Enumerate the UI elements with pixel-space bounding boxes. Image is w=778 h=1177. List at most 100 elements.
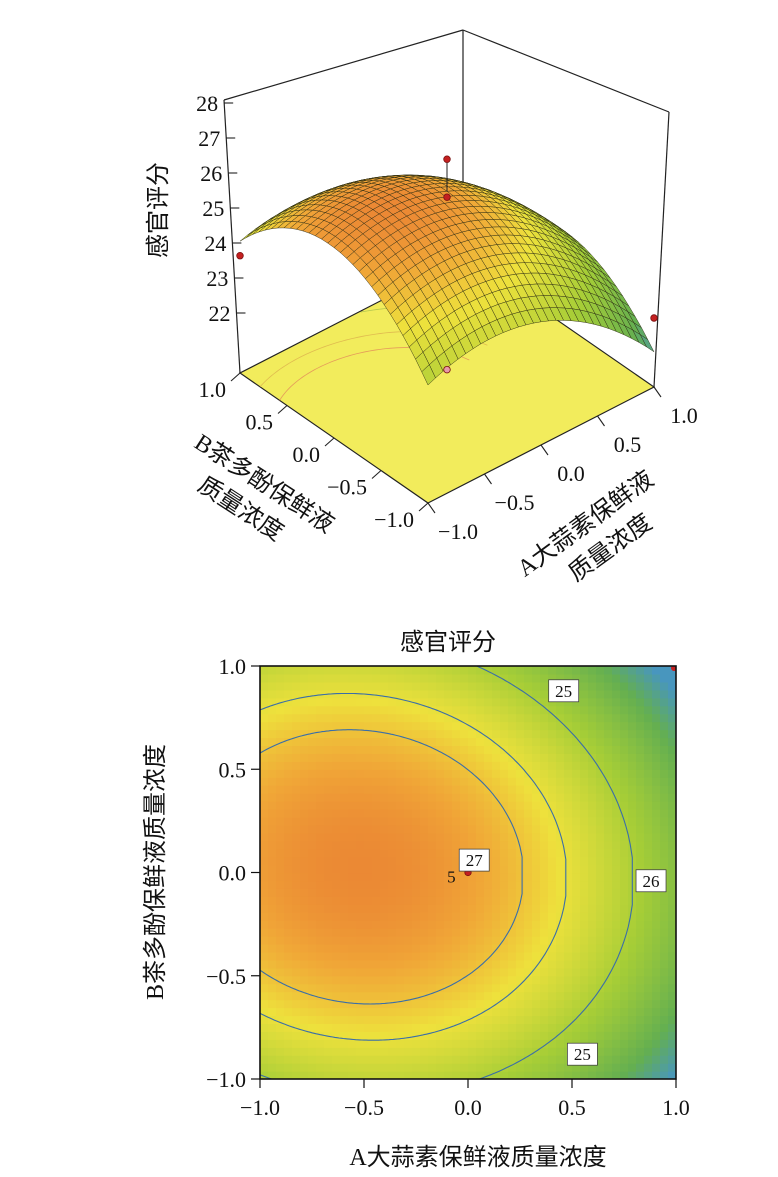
heat-cell xyxy=(300,983,309,993)
heat-cell xyxy=(636,721,645,731)
heat-cell xyxy=(300,920,309,929)
heat-cell xyxy=(428,1071,437,1079)
heat-cell xyxy=(316,880,325,889)
heat-cell xyxy=(412,951,421,961)
heat-cell xyxy=(316,745,325,754)
heat-cell xyxy=(260,999,269,1009)
heat-cell xyxy=(588,673,597,683)
heat-cell xyxy=(668,666,676,675)
b-tick-mark xyxy=(371,470,382,479)
heat-cell xyxy=(620,856,629,866)
heat-cell xyxy=(588,1007,597,1017)
heat-cell xyxy=(452,753,461,762)
heat-cell xyxy=(388,888,397,897)
heat-cell xyxy=(524,681,533,691)
heat-cell xyxy=(436,785,445,794)
heat-cell xyxy=(596,729,605,739)
heat-cell xyxy=(564,864,573,874)
heat-cell xyxy=(540,991,549,1001)
heat-cell xyxy=(364,824,373,834)
heat-cell xyxy=(628,793,637,802)
heat-cell xyxy=(332,745,341,754)
heat-cell xyxy=(356,904,365,913)
heat-cell xyxy=(436,936,445,945)
heat-cell xyxy=(572,729,581,739)
heat-cell xyxy=(380,673,389,683)
heat-cell xyxy=(420,729,429,739)
heat-cell xyxy=(564,832,573,842)
heat-cell xyxy=(548,1047,557,1056)
heat-cell xyxy=(452,1071,461,1079)
heat-cell xyxy=(436,904,445,913)
heat-cell xyxy=(436,880,445,889)
heat-cell xyxy=(468,785,477,794)
heat-cell xyxy=(340,769,349,778)
heat-cell xyxy=(492,793,501,802)
heat-cell xyxy=(404,1055,413,1064)
heat-cell xyxy=(516,793,525,802)
heat-cell xyxy=(492,689,501,699)
heat-cell xyxy=(364,1071,373,1079)
heat-cell xyxy=(644,959,653,969)
heat-cell xyxy=(668,959,676,969)
heat-cell xyxy=(260,1007,269,1017)
heat-cell xyxy=(308,872,317,882)
heat-cell xyxy=(348,848,357,858)
heat-cell xyxy=(372,689,381,699)
heat-cell xyxy=(308,673,317,683)
heat-cell xyxy=(588,936,597,945)
heat-cell xyxy=(300,951,309,961)
heat-cell xyxy=(388,1063,397,1072)
heat-cell xyxy=(612,777,621,786)
heat-cell xyxy=(452,1039,461,1048)
heat-cell xyxy=(276,753,285,762)
heat-cell xyxy=(380,1047,389,1056)
heat-cell xyxy=(548,1055,557,1064)
heat-cell xyxy=(540,967,549,977)
heat-cell xyxy=(588,840,597,850)
heat-cell xyxy=(372,761,381,770)
heat-cell xyxy=(308,1015,317,1024)
heat-cell xyxy=(380,975,389,985)
heat-cell xyxy=(316,824,325,834)
heat-cell xyxy=(668,1039,676,1048)
heat-cell xyxy=(428,721,437,731)
heat-cell xyxy=(308,959,317,969)
heat-cell xyxy=(268,761,277,770)
heat-cell xyxy=(372,1047,381,1056)
heat-cell xyxy=(372,713,381,723)
heat-cell xyxy=(500,666,509,675)
heat-cell xyxy=(652,1007,661,1017)
heat-cell xyxy=(532,1007,541,1017)
heat-cell xyxy=(372,951,381,961)
heat-cell xyxy=(636,928,645,937)
heat-cell xyxy=(332,912,341,921)
heat-cell xyxy=(604,1063,613,1072)
a-tick-mark xyxy=(653,386,662,398)
heat-cell xyxy=(276,737,285,747)
heat-cell xyxy=(564,808,573,818)
heat-cell xyxy=(644,983,653,993)
heat-cell xyxy=(332,1063,341,1072)
heat-cell xyxy=(636,920,645,929)
heat-cell xyxy=(348,705,357,715)
heat-cell xyxy=(492,824,501,834)
heat-cell xyxy=(548,983,557,993)
heat-cell xyxy=(604,808,613,818)
heat-cell xyxy=(540,721,549,731)
heat-cell xyxy=(396,983,405,993)
heat-cell xyxy=(316,951,325,961)
heat-cell xyxy=(348,697,357,707)
heat-cell xyxy=(396,840,405,850)
heat-cell xyxy=(332,951,341,961)
heat-cell xyxy=(508,816,517,826)
heat-cell xyxy=(340,1015,349,1024)
heat-cell xyxy=(556,808,565,818)
heat-cell xyxy=(420,904,429,913)
heat-cell xyxy=(508,808,517,818)
heat-cell xyxy=(628,713,637,723)
heat-cell xyxy=(444,808,453,818)
heat-cell xyxy=(452,666,461,675)
heat-cell xyxy=(468,983,477,993)
heat-cell xyxy=(604,1047,613,1056)
